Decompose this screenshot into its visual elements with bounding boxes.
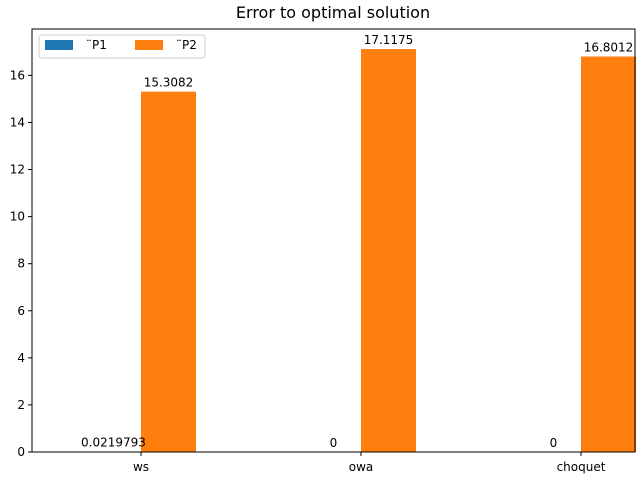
bar-owa-series-2 bbox=[361, 49, 416, 452]
y-tick-label: 12 bbox=[10, 163, 25, 177]
bar-labels-group: 0.0219793 0 0 15.3082 17.1175 16.8012 bbox=[81, 33, 633, 450]
bar-value-label: 17.1175 bbox=[364, 33, 414, 47]
bar-value-label: 0.0219793 bbox=[81, 435, 146, 449]
y-tick-label: 16 bbox=[10, 68, 25, 82]
y-tick-label: 10 bbox=[10, 210, 25, 224]
y-tick-label: 6 bbox=[17, 304, 25, 318]
chart-title: Error to optimal solution bbox=[236, 3, 430, 22]
plot-area bbox=[32, 29, 635, 452]
y-tick-label: 4 bbox=[17, 351, 25, 365]
x-tick-label: ws bbox=[133, 460, 149, 474]
bars-group bbox=[86, 49, 636, 452]
x-tick-label: choquet bbox=[557, 460, 606, 474]
bar-value-label: 15.3082 bbox=[144, 76, 194, 90]
legend-box bbox=[38, 34, 206, 59]
plot-frame bbox=[31, 28, 636, 453]
y-tick-label: 0 bbox=[17, 445, 25, 459]
bar-choquet-series-2 bbox=[581, 56, 636, 452]
legend-label-series-1: ¨P1 bbox=[86, 38, 107, 52]
legend: ¨P1 ¨P2 bbox=[38, 34, 206, 59]
legend-label-series-2: ¨P2 bbox=[176, 38, 197, 52]
legend-swatch-series-2 bbox=[135, 40, 163, 50]
y-tick-label: 8 bbox=[17, 257, 25, 271]
legend-swatch-series-1 bbox=[45, 40, 73, 50]
x-tick-label: owa bbox=[349, 460, 374, 474]
bar-value-label: 0 bbox=[330, 436, 338, 450]
y-tick-label: 2 bbox=[17, 398, 25, 412]
y-tick-label: 14 bbox=[10, 115, 25, 129]
bar-value-label: 0 bbox=[550, 436, 558, 450]
bar-value-label: 16.8012 bbox=[584, 41, 634, 55]
bar-ws-series-2 bbox=[141, 91, 196, 452]
